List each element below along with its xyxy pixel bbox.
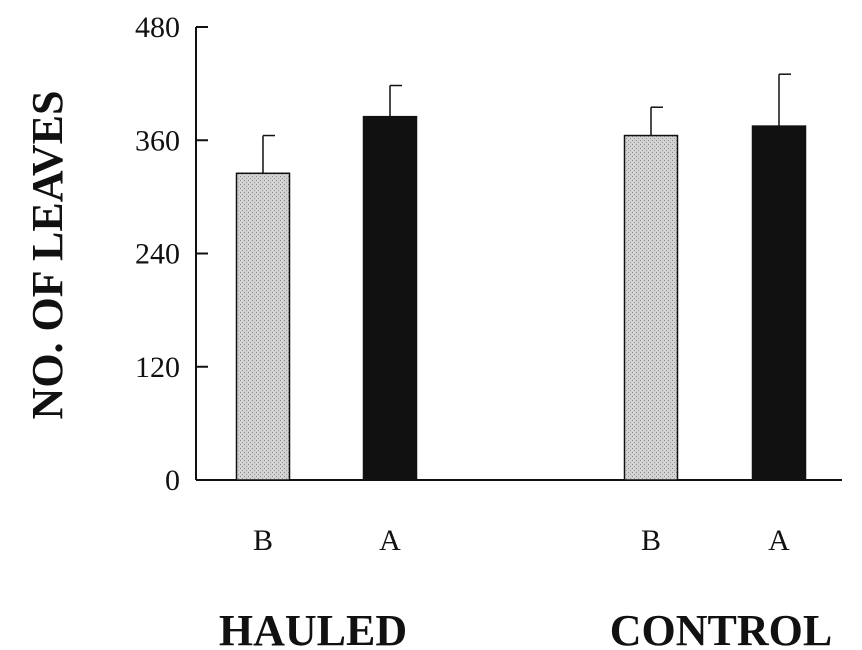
y-tick-label: 240 (135, 238, 180, 271)
y-tick-label: 480 (135, 11, 180, 44)
bar-control-a (751, 125, 807, 481)
category-label: A (379, 524, 401, 557)
category-label: A (768, 524, 790, 557)
bars (235, 73, 807, 481)
y-tick-label: 0 (165, 464, 180, 497)
group-label-control: CONTROL (610, 606, 832, 650)
group-label-hauled: HAULED (219, 606, 407, 650)
bar-hauled-b (235, 172, 291, 481)
y-axis-title: NO. OF LEAVES (23, 91, 72, 420)
y-tick-label: 360 (135, 124, 180, 157)
category-label: B (253, 524, 273, 557)
category-labels: B A HAULED B A CONTROL (219, 524, 832, 650)
bar-hauled-a (362, 115, 418, 481)
axes: 0 120 240 360 480 (135, 11, 842, 497)
category-label: B (641, 524, 661, 557)
bar-control-b (623, 134, 679, 481)
y-tick-label: 120 (135, 351, 180, 384)
